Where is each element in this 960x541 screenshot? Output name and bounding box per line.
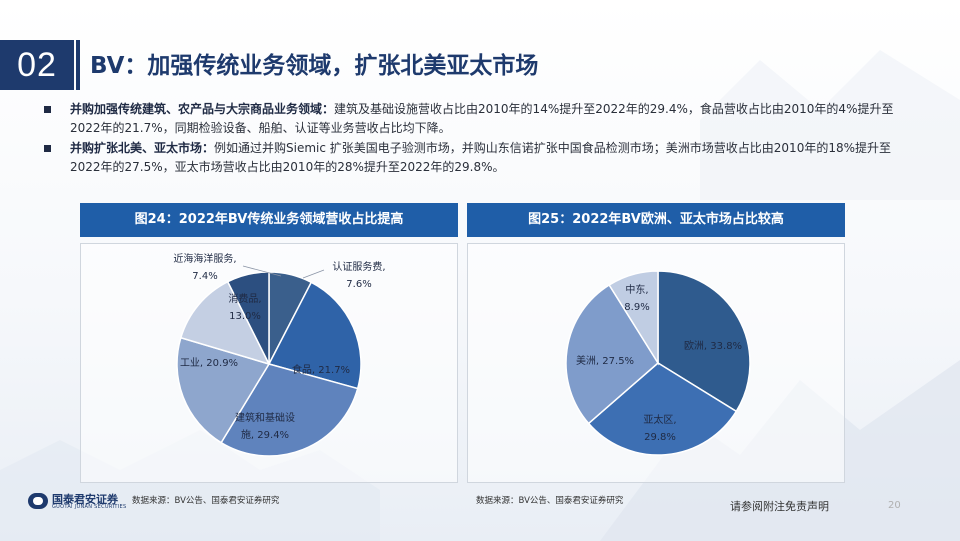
bullet-item: 并购加强传统建筑、农产品与大宗商品业务领域：建筑及基础设施营收占比由2010年的… [44,100,914,138]
pie-slice [565,283,659,425]
pie-label-line: 亚太区, [643,413,676,426]
chart-title: 图24：2022年BV传统业务领域营收占比提高 [80,203,458,237]
bullet-square-icon [44,106,51,113]
pie-data-label: 建筑和基础设施, 29.4% [235,411,295,441]
pie-data-label: 亚太区, 29.8% [643,413,676,443]
pie-slice [608,270,659,366]
pie-chart-business: 认证服务费, 7.6% 食品, 21.7% 建筑和基础设施, 29.4% 工业, 20.… [173,252,386,457]
pie-data-label: 认证服务费, 7.6% [332,260,385,290]
company-logo: 国泰君安证券 GUOTAI JUNAN SECURITIES [28,491,138,513]
pie-data-label: 消费品, 13.0% [228,292,261,322]
pie-data-label: 工业, 20.9% [180,357,238,369]
bullet-bold: 并购加强传统建筑、农产品与大宗商品业务领域： [70,102,335,116]
bullet-list: 并购加强传统建筑、农产品与大宗商品业务领域：建筑及基础设施营收占比由2010年的… [44,100,914,178]
pie-label-line: 食品, 21.7% [292,363,350,376]
source-note-right: 数据来源：BV公告、国泰君安证券研究 [476,496,624,506]
pie-slice [267,281,362,390]
pie-data-label: 欧洲, 33.8% [684,340,742,352]
logo-subtext: GUOTAI JUNAN SECURITIES [52,504,127,510]
pie-slice [176,336,271,444]
chart-panel-business: 图24：2022年BV传统业务领域营收占比提高 认证服务费, 7.6% 食品, 21… [80,203,458,483]
pie-data-label: 近海海洋服务, 7.4% [173,252,236,282]
chart-body: 认证服务费, 7.6% 食品, 21.7% 建筑和基础设施, 29.4% 工业, 20.… [80,243,458,483]
pie-label-line: 29.8% [644,432,676,443]
pie-data-label: 食品, 21.7% [292,363,350,376]
pie-label-line: 8.9% [624,302,649,313]
pie-data-label: 中东, 8.9% [624,283,649,313]
bullet-square-icon [44,145,51,152]
pie-label-line: 认证服务费, [332,260,385,273]
pie-data-label: 美洲, 27.5% [576,354,634,367]
pie-slice [179,280,271,366]
page-number: 20 [888,500,901,511]
section-divider [76,40,80,90]
leader-line [242,265,282,277]
pie-label-line: 7.4% [192,271,217,282]
pie-label-line: 13.0% [229,311,261,322]
page-title: BV：加强传统业务领域，扩张北美亚太市场 [90,53,539,79]
pie-label-line: 消费品, [228,292,261,305]
bullet-item: 并购扩张北美、亚太市场：例如通过并购Siemic 扩张美国电子验测市场，并购山东… [44,139,914,177]
pie-label-line: 施, 29.4% [241,428,289,441]
pie-label-line: 建筑和基础设 [235,411,295,424]
pie-slice [657,270,751,413]
pie-label-line: 中东, [625,283,648,296]
disclaimer: 请参阅附注免责声明 [730,500,829,513]
logo-icon [28,493,48,509]
chart-title: 图25：2022年BV欧洲、亚太市场占比较高 [467,203,845,237]
leader-line [302,269,325,279]
source-note-left: 数据来源：BV公告、国泰君安证券研究 [132,496,280,506]
chart-body: 欧洲, 33.8% 亚太区, 29.8% 美洲, 27.5% 中东, 8.9% [467,243,845,483]
pie-label-line: 欧洲, 33.8% [684,340,742,352]
pie-label-line: 近海海洋服务, [173,252,236,265]
pie-slice [587,362,738,456]
pie-label-line: 7.6% [346,279,371,290]
pie-chart-region: 欧洲, 33.8% 亚太区, 29.8% 美洲, 27.5% 中东, 8.9% [565,270,751,456]
pie-label-line: 美洲, 27.5% [576,354,634,367]
bullet-bold: 并购扩张北美、亚太市场： [70,141,215,155]
bullet-text: 例如通过并购Siemic 扩张美国电子验测市场，并购山东信诺扩张中国食品检测市场… [70,141,892,174]
logo-text: 国泰君安证券 [52,493,118,506]
section-number: 02 [0,40,74,90]
pie-slice [226,271,270,365]
bullet-text: 建筑及基础设施营收占比由2010年的14%提升至2022年的29.4%，食品营收… [70,102,894,135]
chart-panel-region: 图25：2022年BV欧洲、亚太市场占比较高 欧洲, 33.8% 亚太区, 29.8… [467,203,845,483]
pie-label-line: 工业, 20.9% [180,357,238,369]
